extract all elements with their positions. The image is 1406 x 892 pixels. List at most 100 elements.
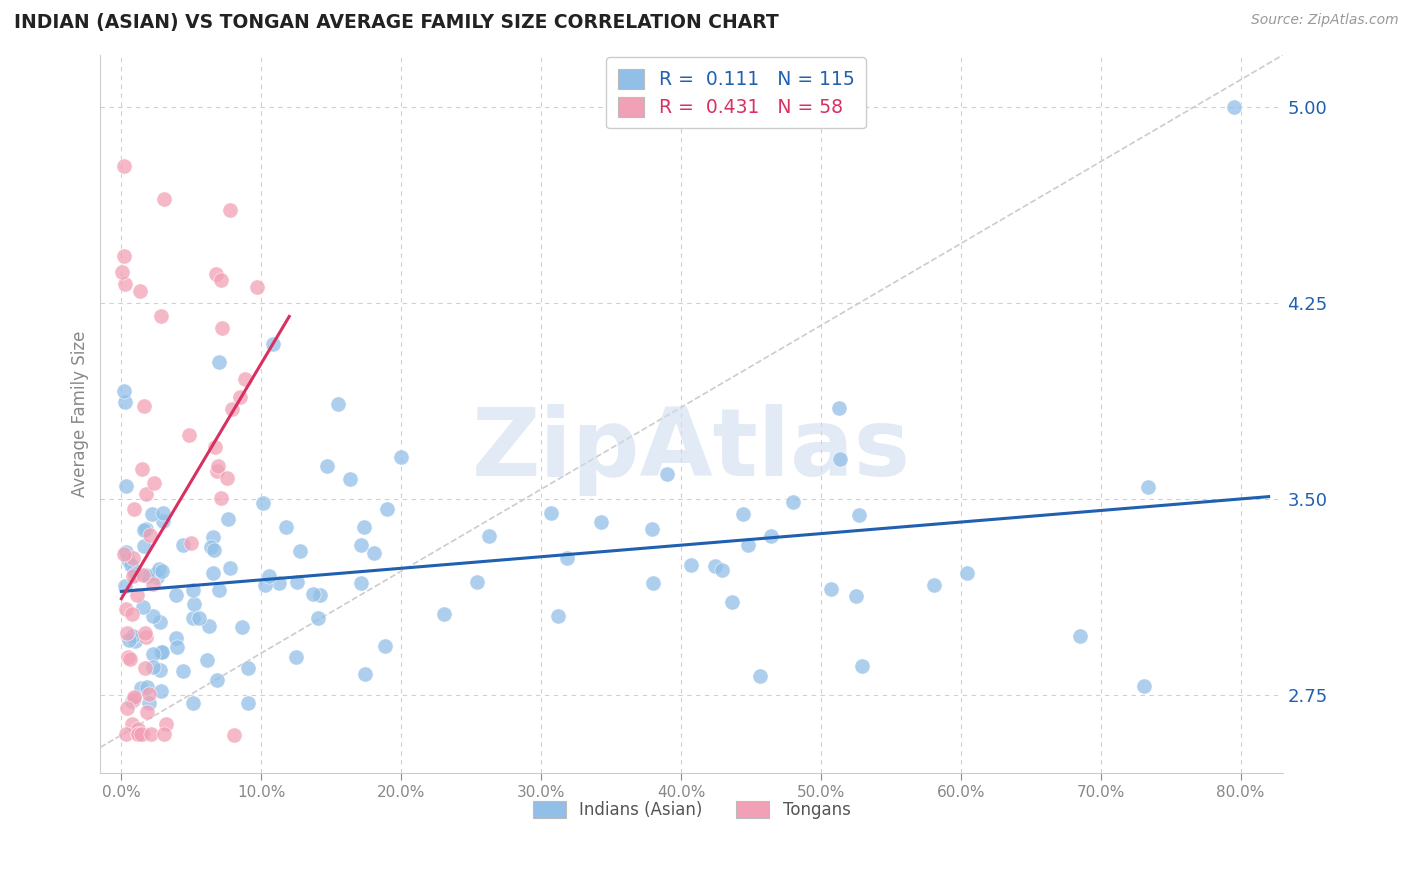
- Point: [172, 539, 194, 553]
- Point: [121, 716, 143, 731]
- Point: [477, 528, 499, 542]
- Point: [181, 611, 204, 625]
- Point: [153, 192, 176, 206]
- Point: [589, 515, 612, 529]
- Point: [117, 650, 139, 665]
- Point: [547, 609, 569, 624]
- Point: [114, 277, 136, 292]
- Point: [374, 639, 396, 653]
- Point: [233, 372, 256, 386]
- Point: [211, 320, 233, 334]
- Point: [120, 651, 142, 665]
- Point: [198, 619, 221, 633]
- Point: [122, 550, 145, 565]
- Point: [845, 589, 868, 603]
- Point: [153, 727, 176, 741]
- Point: [555, 550, 578, 565]
- Point: [112, 547, 135, 561]
- Point: [195, 653, 218, 667]
- Point: [114, 579, 136, 593]
- Point: [115, 601, 138, 615]
- Point: [114, 395, 136, 409]
- Point: [433, 607, 456, 621]
- Point: [231, 620, 253, 634]
- Point: [229, 390, 252, 404]
- Point: [127, 727, 149, 741]
- Point: [288, 544, 311, 558]
- Point: [1133, 679, 1156, 693]
- Point: [127, 727, 149, 741]
- Point: [316, 458, 339, 473]
- Point: [180, 536, 202, 550]
- Point: [748, 669, 770, 683]
- Point: [307, 611, 329, 625]
- Point: [136, 569, 159, 583]
- Point: [152, 506, 174, 520]
- Point: [252, 496, 274, 510]
- Point: [679, 558, 702, 572]
- Legend: Indians (Asian), Tongans: Indians (Asian), Tongans: [526, 795, 858, 826]
- Point: [353, 519, 375, 533]
- Point: [124, 634, 146, 648]
- Point: [115, 545, 138, 559]
- Point: [208, 582, 231, 597]
- Point: [200, 541, 222, 555]
- Point: [187, 611, 209, 625]
- Point: [129, 681, 152, 696]
- Point: [245, 280, 267, 294]
- Point: [132, 568, 155, 582]
- Point: [138, 696, 160, 710]
- Point: [254, 577, 277, 591]
- Point: [138, 687, 160, 701]
- Point: [121, 694, 143, 708]
- Point: [217, 511, 239, 525]
- Point: [219, 203, 242, 218]
- Point: [112, 249, 135, 263]
- Point: [117, 625, 139, 640]
- Point: [207, 464, 229, 478]
- Point: [284, 650, 307, 665]
- Point: [141, 507, 163, 521]
- Point: [1136, 480, 1159, 494]
- Point: [149, 645, 172, 659]
- Point: [139, 528, 162, 542]
- Point: [134, 539, 156, 553]
- Point: [208, 355, 231, 369]
- Point: [221, 401, 243, 416]
- Point: [132, 727, 155, 741]
- Point: [131, 461, 153, 475]
- Point: [121, 569, 143, 583]
- Point: [134, 661, 156, 675]
- Point: [183, 597, 205, 611]
- Point: [540, 506, 562, 520]
- Point: [363, 546, 385, 560]
- Point: [828, 451, 851, 466]
- Point: [737, 538, 759, 552]
- Point: [142, 475, 165, 490]
- Point: [643, 576, 665, 591]
- Point: [276, 519, 298, 533]
- Point: [149, 615, 172, 629]
- Point: [267, 576, 290, 591]
- Point: [377, 502, 399, 516]
- Point: [121, 607, 143, 622]
- Point: [118, 632, 141, 647]
- Point: [207, 673, 229, 687]
- Point: [761, 529, 783, 543]
- Point: [112, 384, 135, 399]
- Point: [703, 559, 725, 574]
- Point: [139, 727, 162, 741]
- Point: [120, 558, 142, 573]
- Point: [134, 626, 156, 640]
- Point: [129, 727, 152, 741]
- Point: [207, 459, 229, 474]
- Point: [122, 629, 145, 643]
- Point: [112, 159, 135, 173]
- Point: [117, 553, 139, 567]
- Point: [262, 337, 284, 351]
- Point: [172, 664, 194, 678]
- Text: INDIAN (ASIAN) VS TONGAN AVERAGE FAMILY SIZE CORRELATION CHART: INDIAN (ASIAN) VS TONGAN AVERAGE FAMILY …: [14, 13, 779, 32]
- Point: [146, 570, 169, 584]
- Point: [142, 577, 165, 591]
- Point: [1069, 629, 1091, 643]
